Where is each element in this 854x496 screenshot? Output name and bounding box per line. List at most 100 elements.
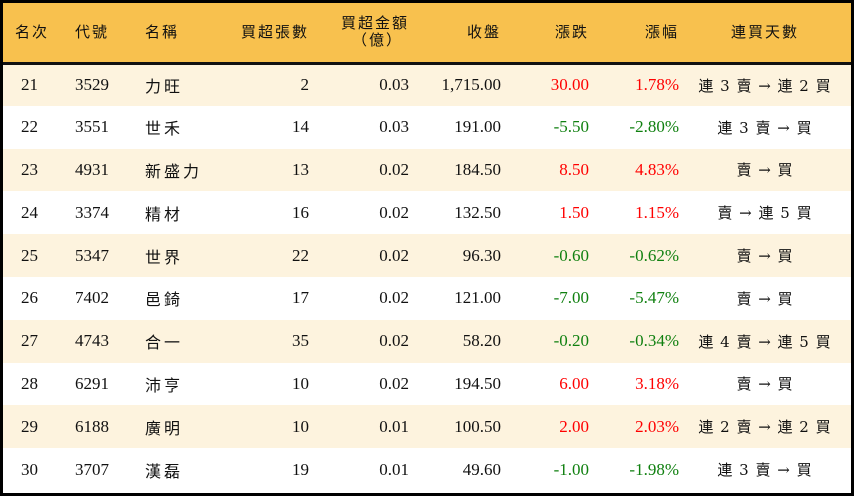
cell-change: 2.00 — [559, 416, 589, 436]
table-row[interactable]: 29 6188 廣明 10 0.01 100.50 2.00 2.03% 連 2… — [3, 405, 851, 449]
cell-change-pct: 2.03% — [635, 416, 679, 436]
cell-close: 132.50 — [454, 202, 501, 222]
cell-name: 漢磊 — [145, 461, 184, 481]
cell-net-buy-lots: 35 — [292, 331, 309, 351]
cell-consecutive-days: 賣 → 連 5 買 — [717, 204, 813, 223]
cell-change-pct: -5.47% — [629, 288, 679, 308]
cell-code: 7402 — [75, 288, 109, 308]
cell-change: 30.00 — [550, 75, 589, 95]
header-close: 收盤 — [409, 3, 501, 65]
table-row[interactable]: 22 3551 世禾 14 0.03 191.00 -5.50 -2.80% 連… — [3, 105, 851, 149]
cell-code: 3707 — [75, 459, 109, 479]
cell-consecutive-days: 連 3 賣 → 買 — [717, 461, 813, 480]
cell-close: 1,715.00 — [441, 75, 502, 95]
header-net-buy-amount-line1: 買超金額 — [340, 14, 409, 33]
cell-name: 合一 — [145, 333, 184, 353]
cell-rank: 28 — [21, 373, 38, 393]
cell-net-buy-lots: 22 — [292, 245, 309, 265]
cell-net-buy-amount: 0.03 — [379, 117, 409, 137]
cell-code: 3374 — [75, 202, 109, 222]
cell-change-pct: 1.15% — [635, 202, 679, 222]
cell-net-buy-amount: 0.02 — [379, 202, 409, 222]
header-change: 漲跌 — [501, 3, 589, 65]
cell-change: -1.00 — [553, 459, 589, 479]
cell-net-buy-lots: 17 — [292, 288, 309, 308]
cell-code: 6188 — [75, 416, 109, 436]
table-body: 21 35 29 力旺 2 0.03 1,715.00 30.00 1.78% 連… — [3, 63, 851, 491]
cell-rank: 27 — [21, 331, 38, 351]
cell-net-buy-amount: 0.02 — [379, 245, 409, 265]
cell-change-pct: 1.78% — [635, 75, 679, 95]
cell-name: 力旺 — [145, 77, 184, 97]
table-row[interactable]: 30 3707 漢磊 19 0.01 49.60 -1.00 -1.98% 連 … — [3, 448, 851, 491]
cell-change: 8.50 — [559, 159, 589, 179]
cell-change-pct: 3.18% — [635, 373, 679, 393]
cell-code: 4931 — [75, 159, 109, 179]
cell-consecutive-days: 賣 → 買 — [736, 375, 794, 394]
cell-net-buy-amount: 0.02 — [379, 373, 409, 393]
cell-net-buy-amount: 0.02 — [379, 159, 409, 179]
cell-net-buy-amount: 0.02 — [379, 331, 409, 351]
cell-close: 194.50 — [454, 373, 501, 393]
cell-consecutive-days: 連 4 賣 → 連 5 買 — [698, 332, 832, 351]
cell-rank: 26 — [21, 288, 38, 308]
cell-code: 6291 — [75, 373, 109, 393]
header-code: 代號 — [61, 3, 129, 65]
cell-name: 沛亨 — [145, 375, 184, 395]
cell-net-buy-lots: 10 — [292, 416, 309, 436]
cell-close: 49.60 — [462, 459, 501, 479]
cell-consecutive-days: 賣 → 買 — [736, 161, 794, 180]
cell-net-buy-lots: 19 — [292, 459, 309, 479]
cell-rank: 24 — [21, 202, 38, 222]
cell-code: 5347 — [75, 245, 109, 265]
cell-net-buy-amount: 0.03 — [379, 75, 409, 95]
cell-name: 邑錡 — [145, 290, 184, 310]
table-row[interactable]: 23 4931 新盛力 13 0.02 184.50 8.50 4.83% 賣 … — [3, 148, 851, 192]
table-row[interactable]: 24 3374 精材 16 0.02 132.50 1.50 1.15% 賣 →… — [3, 191, 851, 235]
cell-name: 新盛力 — [145, 161, 203, 181]
cell-change-pct: -0.34% — [629, 331, 679, 351]
header-change-pct: 漲幅 — [589, 3, 679, 65]
header-consecutive-days: 連買天數 — [679, 3, 851, 65]
cell-consecutive-days: 賣 → 買 — [736, 247, 794, 266]
cell-consecutive-days: 賣 → 買 — [736, 289, 794, 308]
cell-consecutive-days: 連 3 賣 → 買 — [717, 118, 813, 137]
cell-name: 世禾 — [145, 119, 184, 139]
cell-rank: 23 — [21, 159, 38, 179]
header-net-buy-amount: 買超金額 （億） — [309, 3, 409, 65]
header-rank: 名次 — [3, 3, 61, 65]
cell-close: 100.50 — [454, 416, 501, 436]
cell-change: -7.00 — [553, 288, 589, 308]
cell-close: 121.00 — [454, 288, 501, 308]
cell-change-pct: -1.98% — [629, 459, 679, 479]
cell-rank: 21 — [21, 75, 38, 95]
table-row[interactable]: 28 6291 沛亨 10 0.02 194.50 6.00 3.18% 賣 →… — [3, 362, 851, 406]
cell-change: 6.00 — [559, 373, 589, 393]
table-row[interactable]: 21 3529 力旺 2 0.03 1,715.00 30.00 1.78% 連… — [3, 63, 851, 106]
cell-net-buy-lots: 13 — [292, 159, 309, 179]
cell-consecutive-days: 連 3 賣 → 連 2 買 — [698, 76, 832, 95]
header-net-buy-lots: 買超張數 — [209, 3, 309, 65]
cell-net-buy-lots: 14 — [292, 117, 309, 137]
cell-net-buy-amount: 0.01 — [379, 416, 409, 436]
cell-net-buy-lots: 10 — [292, 373, 309, 393]
cell-consecutive-days: 連 2 賣 → 連 2 買 — [698, 418, 832, 437]
table-header-row: 名次 代號 名稱 買超張數 買超金額 （億） 收盤 漲跌 漲幅 連買天數 — [3, 3, 851, 65]
cell-net-buy-lots: 2 — [300, 75, 310, 95]
header-name: 名稱 — [129, 3, 209, 65]
header-net-buy-amount-line2: （億） — [351, 31, 403, 50]
cell-change: 1.50 — [559, 202, 589, 222]
cell-rank: 30 — [21, 459, 38, 479]
cell-close: 58.20 — [462, 331, 501, 351]
cell-rank: 29 — [21, 416, 38, 436]
cell-change-pct: 4.83% — [635, 159, 679, 179]
table-row[interactable]: 27 4743 合一 35 0.02 58.20 -0.20 -0.34% 連 … — [3, 319, 851, 363]
table-row[interactable]: 25 5347 世界 22 0.02 96.30 -0.60 -0.62% 賣 … — [3, 234, 851, 277]
cell-name: 精材 — [145, 204, 184, 224]
cell-close: 96.30 — [462, 245, 501, 265]
cell-rank: 22 — [21, 117, 38, 137]
cell-change: -0.60 — [553, 245, 589, 265]
cell-close: 191.00 — [454, 117, 501, 137]
cell-rank: 25 — [21, 245, 38, 265]
table-row[interactable]: 26 7402 邑錡 17 0.02 121.00 -7.00 -5.47% 賣… — [3, 276, 851, 320]
